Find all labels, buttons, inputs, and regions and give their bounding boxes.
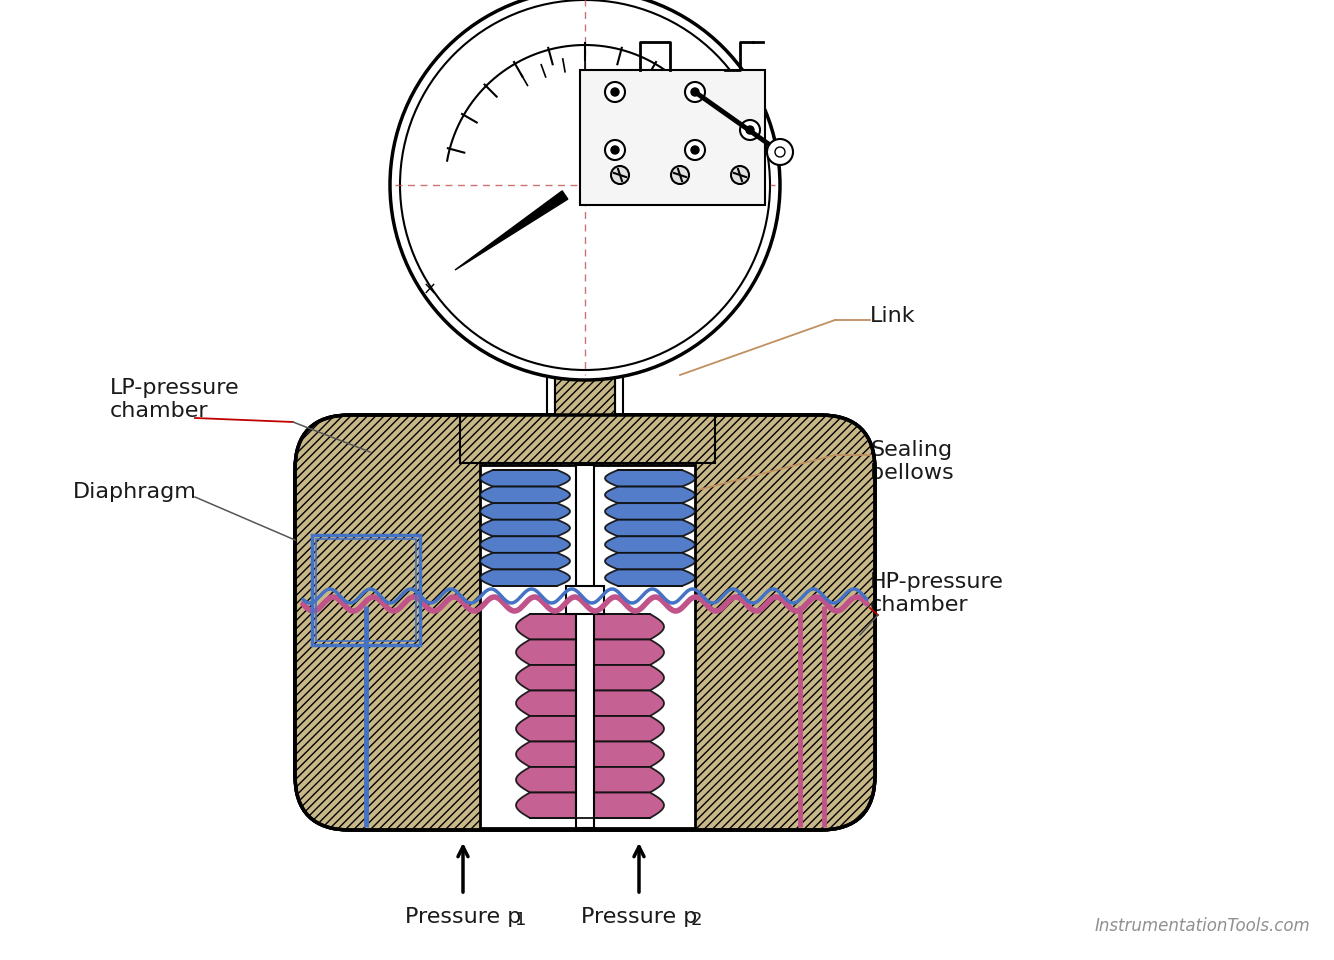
Polygon shape xyxy=(606,487,695,503)
Circle shape xyxy=(767,139,792,165)
Polygon shape xyxy=(480,569,570,586)
Polygon shape xyxy=(516,614,664,639)
Polygon shape xyxy=(606,553,695,569)
Text: InstrumentationTools.com: InstrumentationTools.com xyxy=(1094,917,1310,935)
Polygon shape xyxy=(455,191,568,270)
Text: 2: 2 xyxy=(691,911,703,929)
Text: Pressure p: Pressure p xyxy=(580,907,698,927)
Bar xyxy=(312,535,420,645)
Text: HP-pressure
chamber: HP-pressure chamber xyxy=(870,572,1005,615)
Circle shape xyxy=(611,166,630,184)
Circle shape xyxy=(684,140,704,160)
Polygon shape xyxy=(480,487,570,503)
Bar xyxy=(460,415,715,463)
Circle shape xyxy=(731,166,748,184)
Circle shape xyxy=(671,166,688,184)
Circle shape xyxy=(390,0,780,380)
Circle shape xyxy=(691,88,699,96)
Polygon shape xyxy=(606,537,695,553)
Circle shape xyxy=(606,82,626,102)
Bar xyxy=(555,305,615,415)
Bar xyxy=(480,465,695,828)
Polygon shape xyxy=(480,503,570,519)
Bar xyxy=(580,70,764,205)
Polygon shape xyxy=(516,690,664,716)
Text: Link: Link xyxy=(870,306,915,326)
Text: Diaphragm: Diaphragm xyxy=(73,482,197,502)
Polygon shape xyxy=(516,767,664,793)
Polygon shape xyxy=(606,569,695,586)
Bar xyxy=(566,586,604,614)
Polygon shape xyxy=(516,793,664,818)
Circle shape xyxy=(740,120,760,140)
Polygon shape xyxy=(606,519,695,537)
Text: Pressure p: Pressure p xyxy=(404,907,522,927)
Circle shape xyxy=(684,82,704,102)
FancyBboxPatch shape xyxy=(295,415,875,830)
Circle shape xyxy=(746,126,754,134)
Polygon shape xyxy=(516,716,664,741)
Circle shape xyxy=(611,146,619,154)
Circle shape xyxy=(606,140,626,160)
Circle shape xyxy=(691,146,699,154)
Bar xyxy=(316,539,416,641)
Text: LP-pressure
chamber: LP-pressure chamber xyxy=(109,378,240,421)
Polygon shape xyxy=(606,503,695,519)
Bar xyxy=(576,465,594,828)
Polygon shape xyxy=(480,519,570,537)
Polygon shape xyxy=(516,639,664,665)
FancyBboxPatch shape xyxy=(295,415,875,830)
Polygon shape xyxy=(480,537,570,553)
Bar xyxy=(555,305,615,415)
Circle shape xyxy=(400,0,770,370)
Text: 1: 1 xyxy=(515,911,527,929)
Polygon shape xyxy=(480,470,570,487)
Polygon shape xyxy=(516,741,664,767)
Text: Sealing
bellows: Sealing bellows xyxy=(870,440,954,483)
Text: ×: × xyxy=(423,281,438,299)
Polygon shape xyxy=(480,553,570,569)
Circle shape xyxy=(611,88,619,96)
Polygon shape xyxy=(606,470,695,487)
Polygon shape xyxy=(516,665,664,690)
Circle shape xyxy=(775,147,784,157)
